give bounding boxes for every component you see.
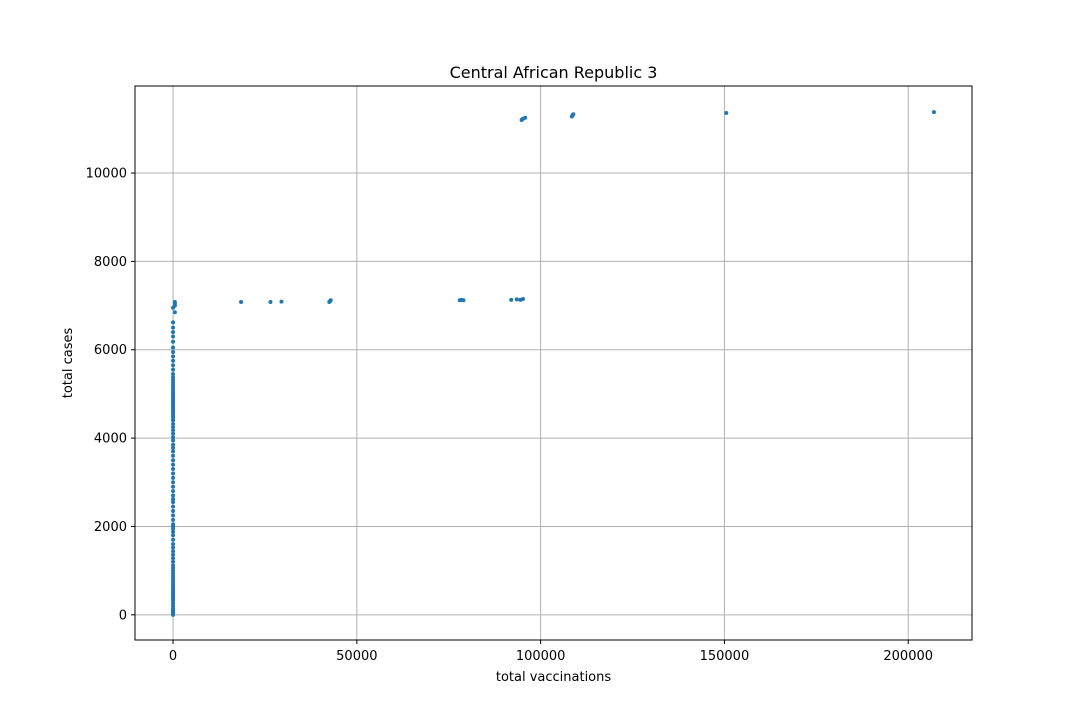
data-point — [172, 300, 177, 305]
data-point — [171, 471, 176, 476]
data-point — [171, 549, 176, 554]
data-point — [171, 320, 176, 325]
x-axis-label: total vaccinations — [496, 670, 612, 685]
data-point — [171, 563, 176, 568]
data-point — [171, 552, 176, 557]
data-point — [171, 445, 176, 450]
data-point — [509, 297, 514, 302]
data-point — [171, 559, 176, 564]
x-tick-label: 150000 — [700, 649, 750, 664]
data-point — [931, 110, 936, 115]
data-point — [171, 372, 176, 377]
data-point — [571, 112, 576, 117]
data-point — [171, 358, 176, 363]
data-point — [328, 298, 333, 303]
data-point — [724, 110, 729, 115]
data-point — [171, 375, 176, 380]
data-point — [171, 489, 176, 494]
data-point — [520, 296, 525, 301]
x-tick-label: 50000 — [336, 649, 377, 664]
data-point — [171, 533, 176, 538]
data-point — [171, 431, 176, 436]
data-point — [171, 367, 176, 372]
data-point — [171, 517, 176, 522]
data-point — [171, 475, 176, 480]
data-point — [171, 345, 176, 350]
y-tick-label: 8000 — [94, 255, 127, 270]
data-point — [171, 421, 176, 426]
data-point — [171, 537, 176, 542]
chart-title: Central African Republic 3 — [450, 63, 658, 82]
data-point — [171, 462, 176, 467]
y-tick-label: 2000 — [94, 520, 127, 535]
grid-lines — [135, 86, 972, 640]
data-point — [171, 497, 176, 502]
data-point — [171, 467, 176, 472]
plot-frame — [134, 85, 973, 641]
y-tick-label: 6000 — [94, 343, 127, 358]
data-point — [268, 300, 273, 305]
data-point — [171, 354, 176, 359]
data-point — [171, 435, 176, 440]
data-point — [171, 363, 176, 368]
data-point — [171, 334, 176, 339]
data-point — [171, 504, 176, 509]
data-point — [171, 545, 176, 550]
y-tick-label: 10000 — [86, 167, 127, 182]
data-point — [461, 298, 466, 303]
data-point — [171, 529, 176, 534]
data-point — [171, 480, 176, 485]
x-tick-label: 200000 — [883, 649, 933, 664]
data-point — [171, 542, 176, 547]
data-point — [514, 297, 519, 302]
data-point — [171, 500, 176, 505]
data-point — [523, 115, 528, 120]
data-point — [171, 428, 176, 433]
data-point — [171, 513, 176, 518]
data-points — [171, 110, 936, 617]
data-point — [239, 300, 244, 305]
data-point — [171, 493, 176, 498]
data-point — [171, 425, 176, 430]
data-point — [171, 339, 176, 344]
data-point — [172, 310, 177, 315]
y-tick-label: 0 — [119, 608, 127, 623]
data-point — [171, 349, 176, 354]
data-point — [171, 330, 176, 335]
y-axis-label: total cases — [61, 328, 76, 399]
data-point — [171, 438, 176, 443]
data-point — [171, 458, 176, 463]
data-point — [279, 299, 284, 304]
data-point — [171, 325, 176, 330]
data-point — [171, 522, 176, 527]
data-point — [171, 508, 176, 513]
data-point — [171, 442, 176, 447]
x-tick-label: 0 — [169, 649, 177, 664]
data-point — [171, 484, 176, 489]
y-tick-label: 4000 — [94, 432, 127, 447]
axis-ticks: 0 50000 100000 150000 200000 0 2000 4000 6000 800… — [86, 167, 933, 664]
x-tick-label: 100000 — [516, 649, 566, 664]
data-point — [171, 556, 176, 561]
data-point — [171, 453, 176, 458]
data-point — [171, 449, 176, 454]
